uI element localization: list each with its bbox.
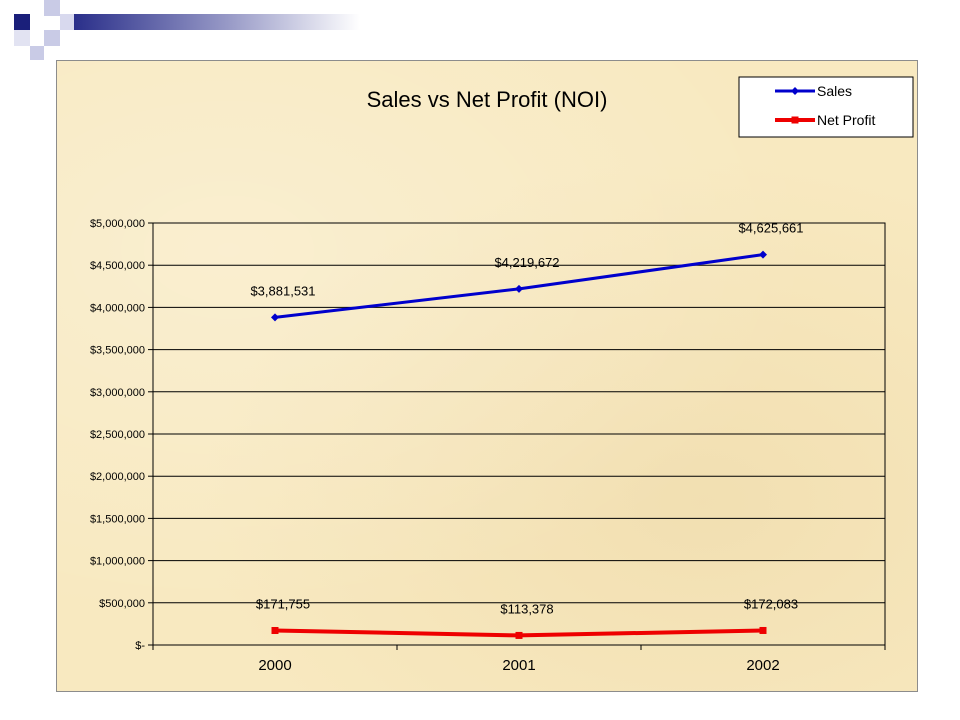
data-labels: $3,881,531 $4,219,672 $4,625,661 $171,755 $1… <box>250 221 803 617</box>
data-label: $113,378 <box>500 601 553 616</box>
data-label: $3,881,531 <box>250 283 315 298</box>
chart-title: Sales vs Net Profit (NOI) <box>367 87 608 112</box>
legend-marker <box>791 87 799 95</box>
y-tick-label: $4,000,000 <box>90 302 145 314</box>
y-tick-label: $1,000,000 <box>90 556 145 568</box>
line-chart: $- $500,000 $1,000,000 $1,500,000 $2,000,000… <box>90 76 914 674</box>
y-tick-label: $4,500,000 <box>90 260 145 272</box>
legend-box <box>738 76 914 138</box>
y-tick-label: $3,000,000 <box>90 387 145 399</box>
y-tick-label: $2,500,000 <box>90 429 145 441</box>
data-label: $172,083 <box>744 596 798 611</box>
x-tick-label: 2002 <box>746 657 779 674</box>
data-point <box>271 313 279 322</box>
legend-label: Net Profit <box>817 112 875 128</box>
data-point <box>515 284 523 293</box>
y-tick-label: $2,000,000 <box>90 471 145 483</box>
corner-squares-logo <box>14 0 360 60</box>
y-axis: $- $500,000 $1,000,000 $1,500,000 $2,000,000… <box>90 218 153 652</box>
data-point <box>759 250 767 259</box>
series-lines <box>271 250 767 639</box>
y-tick-label: $1,500,000 <box>90 513 145 525</box>
data-label: $4,625,661 <box>738 221 803 236</box>
x-tick-label: 2000 <box>258 657 291 674</box>
legend-label: Sales <box>817 83 852 99</box>
data-point <box>515 631 523 639</box>
y-tick-label: $500,000 <box>99 598 145 610</box>
y-tick-label: $- <box>135 640 145 652</box>
chart-panel: $- $500,000 $1,000,000 $1,500,000 $2,000,000… <box>56 60 918 692</box>
legend-marker <box>791 116 799 124</box>
data-label: $4,219,672 <box>494 255 559 270</box>
data-label: $171,755 <box>256 597 310 612</box>
y-tick-label: $3,500,000 <box>90 345 145 357</box>
data-point <box>759 626 767 634</box>
y-tick-label: $5,000,000 <box>90 218 145 230</box>
data-point <box>271 627 279 635</box>
legend: Sales Net Profit <box>738 76 914 138</box>
x-tick-label: 2001 <box>502 657 535 674</box>
x-axis: 2000 2001 2002 <box>152 645 886 674</box>
